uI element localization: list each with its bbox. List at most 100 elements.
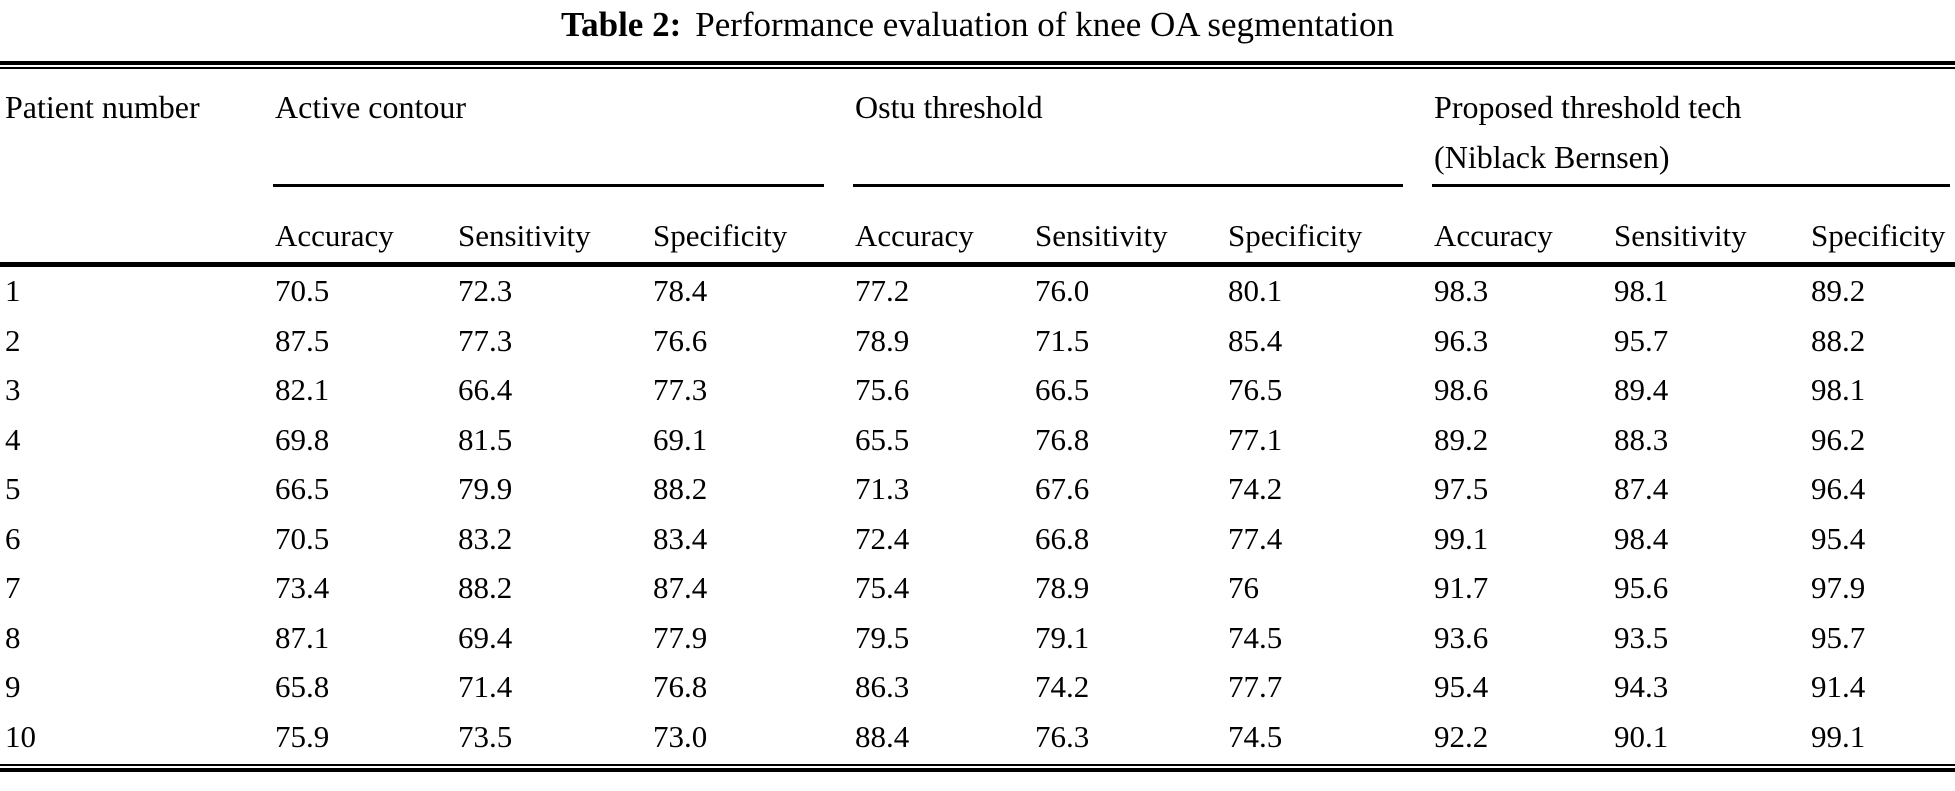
group-underline (1432, 184, 1951, 187)
value-cell: 79.9 (458, 471, 513, 507)
patient-number-cell: 7 (5, 570, 21, 606)
subcolumn-header-row: Accuracy Sensitivity Specificity Accurac… (0, 187, 1955, 267)
top-rule-thick-line (0, 61, 1955, 65)
value-cell: 74.2 (1228, 471, 1283, 507)
value-cell: 89.2 (1811, 273, 1866, 309)
value-cell: 77.3 (653, 372, 708, 408)
table-caption: Table 2: Performance evaluation of knee O… (0, 0, 1955, 61)
value-cell: 66.5 (1035, 372, 1090, 408)
value-cell: 86.3 (855, 669, 910, 705)
value-cell: 91.4 (1811, 669, 1866, 705)
patient-number-cell: 8 (5, 619, 21, 655)
value-cell: 75.6 (855, 372, 910, 408)
value-cell: 99.1 (1811, 718, 1866, 754)
value-cell: 71.3 (855, 471, 910, 507)
value-cell: 87.4 (1614, 471, 1669, 507)
group-underline-cell (270, 184, 850, 187)
value-cell: 72.3 (458, 273, 513, 309)
value-cell: 88.3 (1614, 421, 1669, 457)
patient-number-cell: 10 (5, 718, 36, 754)
table-caption-text: Performance evaluation of knee OA segmen… (695, 5, 1395, 44)
value-cell: 69.8 (275, 421, 330, 457)
patient-number-header: Patient number (0, 71, 270, 267)
value-cell: 98.3 (1434, 273, 1489, 309)
col-header-sensitivity: Sensitivity (453, 187, 648, 267)
patient-number-cell: 3 (5, 372, 21, 408)
value-cell: 76.8 (653, 669, 708, 705)
group-header-ostu-threshold: Ostu threshold (850, 71, 1429, 184)
value-cell: 99.1 (1434, 520, 1489, 556)
patient-number-cell: 1 (5, 273, 21, 309)
patient-number-cell: 6 (5, 520, 21, 556)
bottom-rule-thin-line (0, 763, 1955, 766)
value-cell: 77.3 (458, 322, 513, 358)
value-cell: 70.5 (275, 273, 330, 309)
value-cell: 76.5 (1228, 372, 1283, 408)
value-cell: 65.8 (275, 669, 330, 705)
value-cell: 96.2 (1811, 421, 1866, 457)
value-cell: 88.4 (855, 718, 910, 754)
value-cell: 85.4 (1228, 322, 1283, 358)
value-cell: 74.5 (1228, 619, 1283, 655)
value-cell: 93.5 (1614, 619, 1669, 655)
value-cell: 95.6 (1614, 570, 1669, 606)
group-name-line: Active contour (275, 89, 467, 125)
value-cell: 97.9 (1811, 570, 1866, 606)
value-cell: 78.9 (1035, 570, 1090, 606)
value-cell: 79.5 (855, 619, 910, 655)
value-cell: 75.9 (275, 718, 330, 754)
value-cell: 77.2 (855, 273, 910, 309)
value-cell: 93.6 (1434, 619, 1489, 655)
top-rule (0, 61, 1955, 69)
value-cell: 77.4 (1228, 520, 1283, 556)
value-cell: 69.1 (653, 421, 708, 457)
value-cell: 92.2 (1434, 718, 1489, 754)
value-cell: 78.9 (855, 322, 910, 358)
value-cell: 67.6 (1035, 471, 1090, 507)
group-name-line: Proposed threshold tech (1434, 89, 1742, 125)
table-row: 6 70.5 83.2 83.4 72.4 66.8 77.4 99.1 98.4 95.4 (0, 514, 1955, 564)
table-row: 10 75.9 73.5 73.0 88.4 76.3 74.5 92.2 90.1 99.1 (0, 712, 1955, 762)
group-header-active-contour: Active contour (270, 71, 850, 184)
value-cell: 72.4 (855, 520, 910, 556)
value-cell: 95.7 (1811, 619, 1866, 655)
value-cell: 77.7 (1228, 669, 1283, 705)
value-cell: 77.9 (653, 619, 708, 655)
value-cell: 83.2 (458, 520, 513, 556)
col-header-sensitivity: Sensitivity (1030, 187, 1224, 267)
value-cell: 66.8 (1035, 520, 1090, 556)
value-cell: 88.2 (458, 570, 513, 606)
value-cell: 95.7 (1614, 322, 1669, 358)
value-cell: 73.5 (458, 718, 513, 754)
value-cell: 98.1 (1614, 273, 1669, 309)
value-cell: 73.0 (653, 718, 708, 754)
value-cell: 83.4 (653, 520, 708, 556)
group-header-row: Patient number Active contour Ostu thres… (0, 71, 1955, 267)
value-cell: 73.4 (275, 570, 330, 606)
value-cell: 81.5 (458, 421, 513, 457)
col-header-sensitivity: Sensitivity (1609, 187, 1807, 267)
bottom-rule (0, 763, 1955, 772)
value-cell: 77.1 (1228, 421, 1283, 457)
table-row: 2 87.5 77.3 76.6 78.9 71.5 85.4 96.3 95.7 88.2 (0, 316, 1955, 366)
group-header-proposed-threshold: Proposed threshold tech (Niblack Bernsen… (1429, 71, 1955, 184)
table-caption-label: Table 2: (560, 5, 682, 44)
value-cell: 76.8 (1035, 421, 1090, 457)
group-underline (273, 184, 825, 187)
table-row: 9 65.8 71.4 76.8 86.3 74.2 77.7 95.4 94.3 91.4 (0, 663, 1955, 713)
value-cell: 89.2 (1434, 421, 1489, 457)
value-cell: 78.4 (653, 273, 708, 309)
value-cell: 66.4 (458, 372, 513, 408)
value-cell: 87.5 (275, 322, 330, 358)
value-cell: 66.5 (275, 471, 330, 507)
table-row: 7 73.4 88.2 87.4 75.4 78.9 76 91.7 95.6 97.9 (0, 564, 1955, 614)
group-underline-cell (850, 184, 1429, 187)
table-row: 3 82.1 66.4 77.3 75.6 66.5 76.5 98.6 89.4 98.1 (0, 366, 1955, 416)
group-name-line: Ostu threshold (855, 89, 1043, 125)
performance-table: Patient number Active contour Ostu thres… (0, 71, 1955, 762)
value-cell: 96.4 (1811, 471, 1866, 507)
value-cell: 65.5 (855, 421, 910, 457)
bottom-rule-thick-line (0, 767, 1955, 772)
value-cell: 71.5 (1035, 322, 1090, 358)
